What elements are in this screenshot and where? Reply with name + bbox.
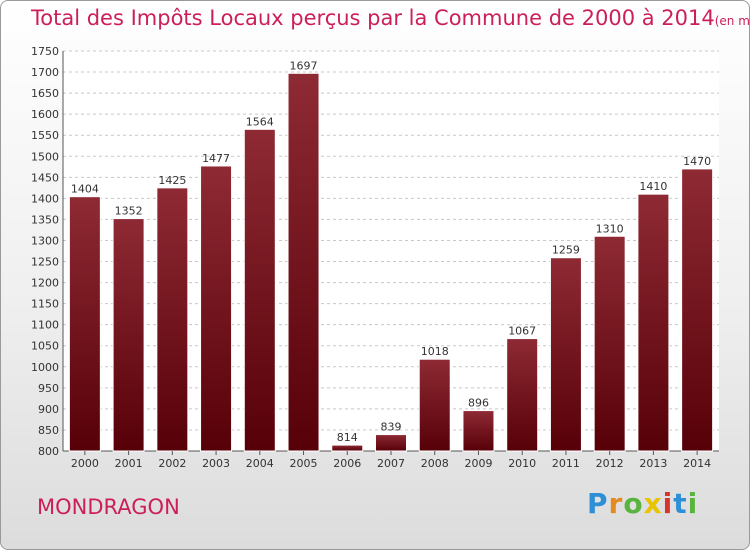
bar-value-label: 814 — [337, 431, 358, 444]
x-tick-label: 2012 — [596, 457, 624, 470]
x-tick-label: 2005 — [290, 457, 318, 470]
y-tick-label: 1750 — [31, 45, 59, 58]
y-tick-label: 1150 — [31, 298, 59, 311]
bar-value-label: 1352 — [115, 205, 143, 218]
y-tick-label: 1500 — [31, 150, 59, 163]
bar-value-label: 1425 — [158, 174, 186, 187]
bar-value-label: 1697 — [290, 59, 318, 72]
commune-name: MONDRAGON — [37, 495, 180, 519]
y-tick-label: 900 — [38, 403, 59, 416]
logo-letter: i — [687, 487, 699, 520]
bar-value-label: 1564 — [246, 115, 274, 128]
bar-value-label: 1404 — [71, 183, 99, 196]
logo-letter: r — [608, 487, 624, 520]
bar — [549, 257, 582, 452]
y-tick-label: 1550 — [31, 129, 59, 142]
proxiti-logo: Proxiti — [587, 487, 698, 520]
logo-letter: o — [623, 487, 644, 520]
x-tick-label: 2003 — [202, 457, 230, 470]
bar — [243, 128, 276, 452]
bar-value-label: 1310 — [596, 222, 624, 235]
y-tick-label: 1650 — [31, 87, 59, 100]
x-tick-label: 2007 — [377, 457, 405, 470]
bar — [200, 165, 233, 452]
bar-value-label: 1470 — [683, 155, 711, 168]
bar — [375, 434, 407, 452]
logo-letter: i — [662, 487, 674, 520]
x-tick-label: 2014 — [683, 457, 711, 470]
chart-title-line: Total des Impôts Locaux perçus par la Co… — [31, 6, 750, 30]
bar-value-label: 1018 — [421, 345, 449, 358]
y-tick-label: 850 — [38, 424, 59, 437]
bar — [418, 358, 451, 452]
x-tick-label: 2006 — [333, 457, 361, 470]
y-tick-label: 1250 — [31, 256, 59, 269]
x-tick-label: 2004 — [246, 457, 274, 470]
logo-letter: x — [643, 487, 663, 520]
x-tick-label: 2013 — [639, 457, 667, 470]
bar-value-label: 1067 — [508, 325, 536, 338]
y-tick-label: 1400 — [31, 192, 59, 205]
bar — [331, 444, 364, 452]
y-tick-label: 1300 — [31, 234, 59, 247]
y-tick-label: 1350 — [31, 213, 59, 226]
y-tick-label: 1000 — [31, 361, 59, 374]
bar-value-label: 839 — [381, 421, 402, 434]
bar-value-label: 1259 — [552, 244, 580, 257]
bar — [156, 187, 189, 452]
y-tick-label: 1200 — [31, 277, 59, 290]
y-tick-label: 1700 — [31, 66, 59, 79]
bar-value-label: 1477 — [202, 152, 230, 165]
y-tick-label: 1100 — [31, 319, 59, 332]
bar — [462, 410, 495, 452]
x-tick-label: 2011 — [552, 457, 580, 470]
y-tick-label: 1450 — [31, 171, 59, 184]
logo-letter: t — [673, 487, 688, 520]
bar — [681, 168, 714, 452]
y-tick-label: 950 — [38, 382, 59, 395]
bar — [593, 235, 626, 452]
bar-value-label: 896 — [468, 397, 489, 410]
chart-title: Total des Impôts Locaux perçus par la Co… — [31, 6, 715, 30]
x-tick-label: 2010 — [508, 457, 536, 470]
bar — [287, 72, 320, 452]
x-tick-label: 2000 — [71, 457, 99, 470]
bar — [68, 196, 101, 452]
x-tick-label: 2002 — [158, 457, 186, 470]
logo-letter: P — [587, 487, 609, 520]
y-tick-label: 1600 — [31, 108, 59, 121]
bar — [506, 338, 539, 452]
x-tick-label: 2008 — [421, 457, 449, 470]
x-tick-label: 2001 — [115, 457, 143, 470]
y-tick-label: 800 — [38, 445, 59, 458]
x-tick-label: 2009 — [464, 457, 492, 470]
bar-value-label: 1410 — [639, 180, 667, 193]
bar — [637, 193, 670, 452]
chart-unit-note: (en milliers d'€) — [714, 14, 750, 28]
y-tick-label: 1050 — [31, 340, 59, 353]
bar — [112, 218, 145, 452]
